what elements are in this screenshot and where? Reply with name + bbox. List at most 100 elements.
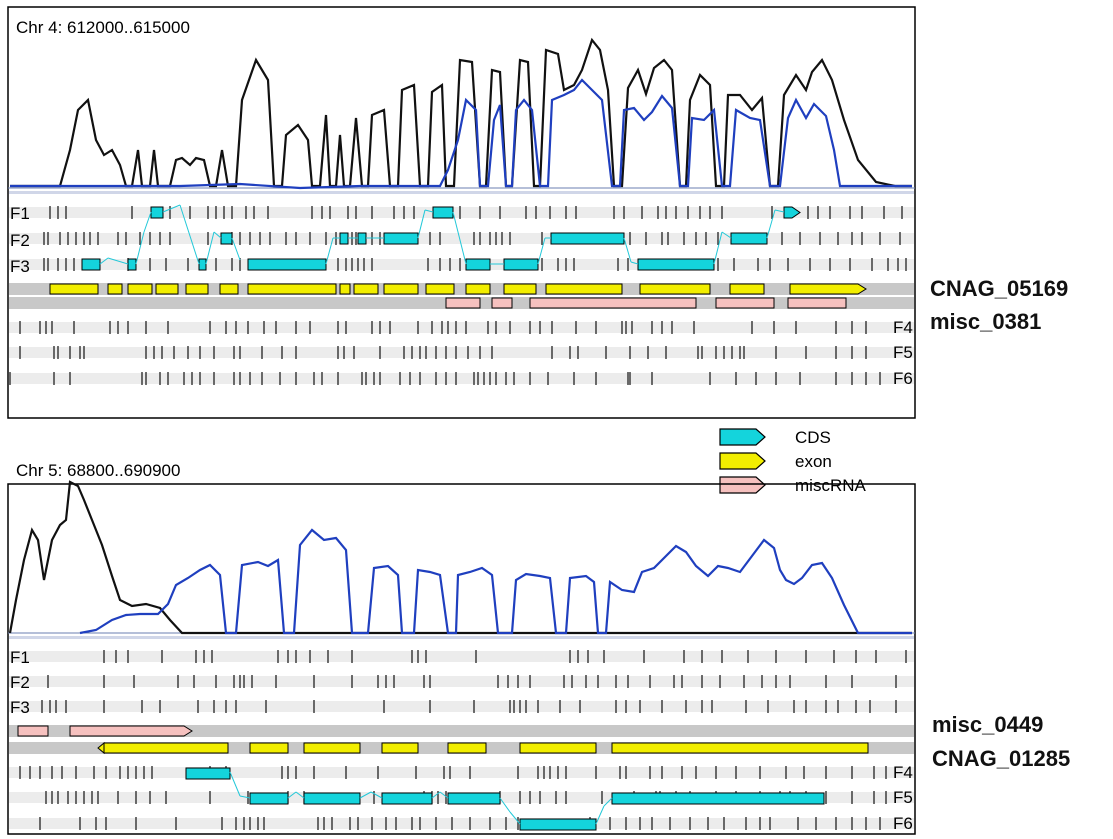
legend-exon-label: exon (795, 452, 832, 471)
intron-connector (99, 257, 109, 265)
intron-connector (721, 231, 732, 239)
panel-chr5-frame (7, 483, 916, 835)
exon-segment (49, 283, 99, 295)
intron-connector (424, 209, 434, 213)
intron-connector (287, 791, 297, 799)
cds-segment (637, 258, 715, 271)
frame-track (9, 347, 914, 358)
frame-label-f1: F1 (10, 204, 30, 223)
intron-connector (213, 231, 222, 239)
intron-connector (713, 231, 723, 265)
cds-segment (611, 792, 825, 805)
cds-segment (465, 258, 491, 271)
intron-connector (417, 209, 426, 239)
legend-exon-swatch (719, 452, 766, 470)
exon-segment (127, 283, 153, 295)
cds-segment (503, 258, 539, 271)
cds-segment (185, 767, 231, 780)
exon-segment (353, 283, 379, 295)
gene-label-misc-0381: misc_0381 (930, 309, 1042, 334)
coverage-blue-line (10, 78, 912, 190)
exon-segment (611, 742, 869, 754)
exon-segment (249, 742, 289, 754)
frame-label-f3: F3 (10, 257, 30, 276)
exon-segment (789, 283, 867, 295)
frame-label-f6: F6 (893, 369, 913, 388)
coverage-black-line (10, 37, 912, 188)
intron-connector (630, 261, 639, 265)
intron-connector (595, 805, 605, 825)
misc-rna-segment (715, 297, 775, 309)
intron-connector (774, 209, 785, 213)
misc-rna-segment (787, 297, 847, 309)
frame-label-2-f6: F6 (893, 814, 913, 833)
cds-segment (381, 792, 433, 805)
frame-label-f4: F4 (893, 318, 913, 337)
intron-connector (359, 791, 372, 799)
exon-segment (503, 283, 537, 295)
intron-connector (623, 237, 632, 263)
intron-connector (431, 791, 441, 799)
gene-label-misc-0449: misc_0449 (932, 712, 1044, 737)
cds-segment (339, 232, 349, 245)
intron-connector (205, 231, 215, 265)
frame-label-f5: F5 (893, 343, 913, 362)
panel-chr4-title: Chr 4: 612000..615000 (16, 18, 190, 37)
legend-cds-swatch (719, 428, 766, 446)
misc-rna-segment (69, 725, 193, 737)
legend-misc-swatch (719, 476, 766, 494)
exon-segment (219, 283, 239, 295)
cds-segment (220, 232, 233, 245)
exon-segment (519, 742, 597, 754)
exon-segment (339, 283, 351, 295)
exon-segment (447, 742, 487, 754)
gene-label-cnag-05169: CNAG_05169 (930, 276, 1069, 301)
frame-label-2-f4: F4 (893, 763, 913, 782)
coverage-blue-line-2 (79, 528, 912, 635)
cds-segment (550, 232, 625, 245)
frame-label-f2: F2 (10, 231, 30, 250)
exon-segment (465, 283, 491, 295)
frame-track (9, 651, 914, 662)
cds-segment (447, 792, 501, 805)
strand-track-forward (9, 725, 914, 737)
intron-connector (229, 771, 241, 797)
cds-segment (249, 792, 289, 805)
intron-connector (143, 211, 152, 233)
misc-rna-segment (491, 297, 513, 309)
frame-track (9, 676, 914, 687)
scale-bar (9, 636, 914, 639)
cds-segment (730, 232, 768, 245)
frame-label-2-f3: F3 (10, 698, 30, 717)
frame-label-2-f5: F5 (893, 788, 913, 807)
frame-track (9, 322, 914, 333)
intron-connector (509, 811, 521, 825)
frame-label-2-f1: F1 (10, 648, 30, 667)
panel-chr5-tracks (9, 636, 914, 831)
frame-track (9, 259, 914, 270)
legend: CDS exon miscRNA (719, 428, 866, 495)
scale-bar (9, 191, 914, 194)
exon-segment (155, 283, 179, 295)
exon-segment (107, 283, 123, 295)
intron-connector (603, 797, 613, 807)
cds-segment (150, 206, 164, 219)
intron-connector (499, 797, 511, 813)
exon-segment (103, 742, 229, 754)
legend-cds-label: CDS (795, 428, 831, 447)
frame-track (9, 233, 914, 244)
frame-labels: F1 F2 F3 F4 F5 F6 (10, 204, 913, 388)
cds-segment (198, 258, 207, 271)
cds-segment (247, 258, 327, 271)
frame-track (9, 373, 914, 384)
frame-label-2-f2: F2 (10, 673, 30, 692)
intron-connector (537, 237, 546, 265)
cds-segment (127, 258, 137, 271)
coverage-black-line-2 (8, 480, 912, 635)
cds-segment (357, 232, 367, 245)
intron-connector (107, 257, 129, 265)
exon-segment (545, 283, 623, 295)
exon-segment (303, 742, 361, 754)
intron-connector (231, 237, 241, 261)
